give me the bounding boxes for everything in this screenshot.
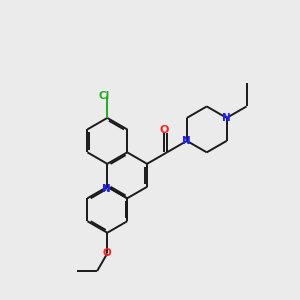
- Text: Cl: Cl: [98, 91, 110, 101]
- Text: N: N: [102, 184, 111, 194]
- Text: N: N: [182, 136, 191, 146]
- Text: O: O: [160, 125, 169, 136]
- Text: O: O: [103, 248, 112, 258]
- Text: N: N: [222, 113, 231, 123]
